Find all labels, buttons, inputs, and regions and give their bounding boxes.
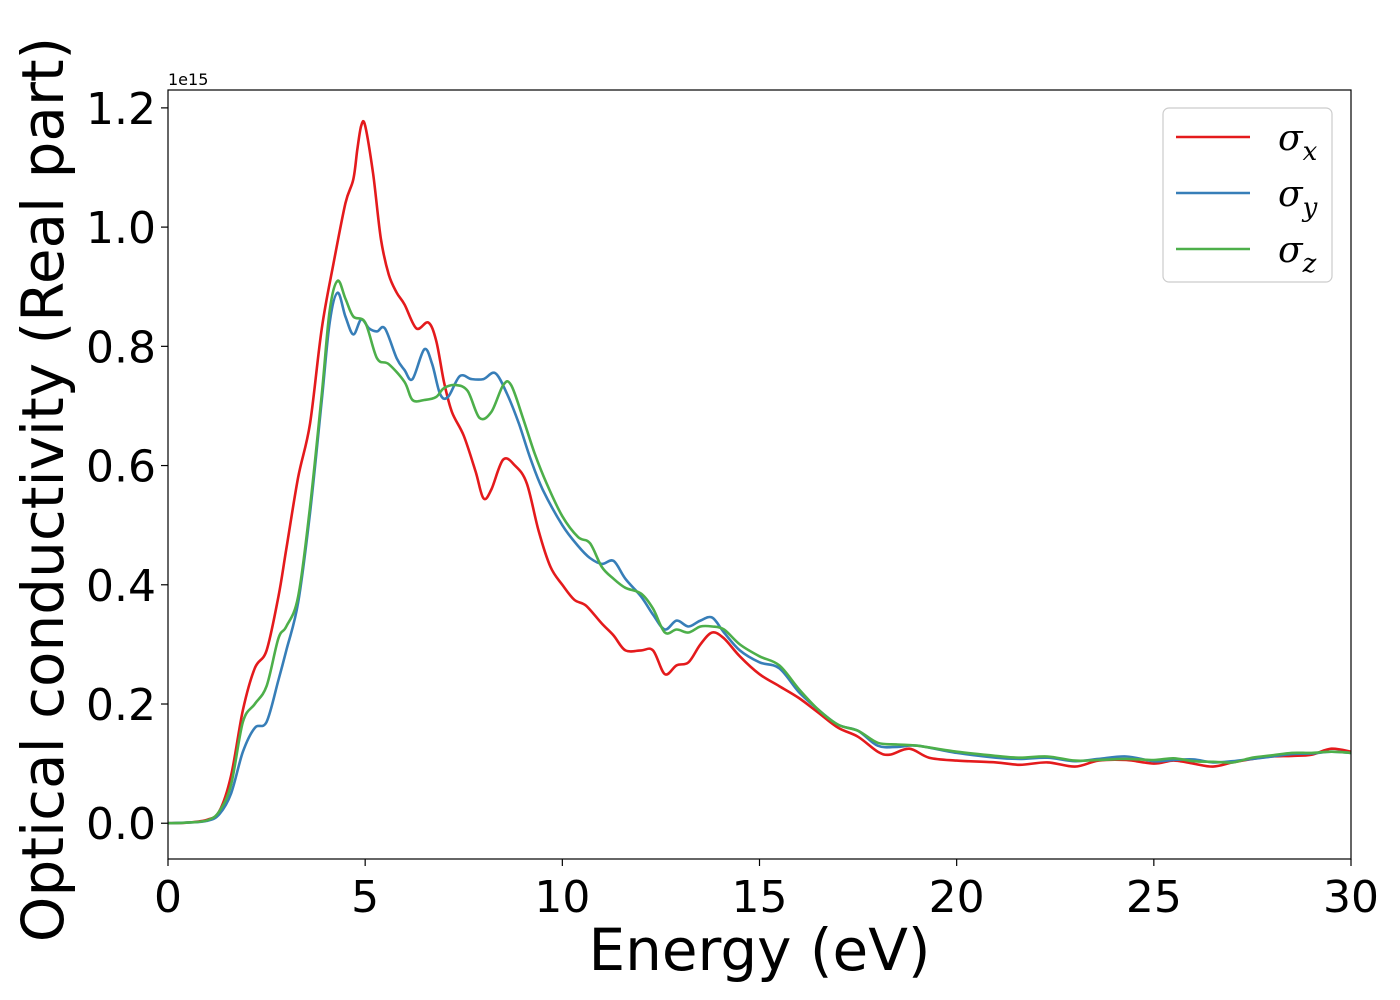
x-tick-label: 25	[1126, 872, 1182, 923]
x-tick-label: 20	[929, 872, 985, 923]
series-line-x	[168, 119, 1351, 825]
x-axis-title: Energy (eV)	[588, 916, 930, 984]
legend-label-z: σz	[1278, 230, 1317, 279]
y-tick-label: 0.4	[86, 561, 156, 612]
y-tick-label: 0.8	[86, 322, 156, 373]
y-axis: 0.0 0.2 0.4 0.6 0.8 1.0 1.2	[86, 84, 168, 850]
x-tick-label: 15	[732, 872, 788, 923]
series-line-z	[168, 279, 1351, 825]
legend-label-x: σx	[1278, 118, 1318, 167]
x-tick-label: 30	[1323, 872, 1379, 923]
x-axis: 0 5 10 15 20 25 30	[154, 859, 1379, 923]
y-tick-label: 0.0	[86, 799, 156, 850]
legend: σx σy σz	[1162, 107, 1333, 283]
y-tick-label: 0.6	[86, 442, 156, 493]
y-tick-label: 0.2	[86, 680, 156, 731]
x-tick-label: 5	[351, 872, 379, 923]
y-axis-title: Optical conductivity (Real part)	[9, 37, 77, 942]
legend-label-y: σy	[1278, 174, 1318, 223]
series-line-y	[168, 291, 1351, 825]
series-layer	[168, 119, 1351, 825]
y-tick-label: 1.2	[86, 84, 156, 135]
y-tick-label: 1.0	[86, 203, 156, 254]
x-tick-label: 10	[534, 872, 590, 923]
legend-box	[1162, 107, 1333, 283]
y-offset-label: 1e15	[168, 70, 208, 89]
x-tick-label: 0	[154, 872, 182, 923]
